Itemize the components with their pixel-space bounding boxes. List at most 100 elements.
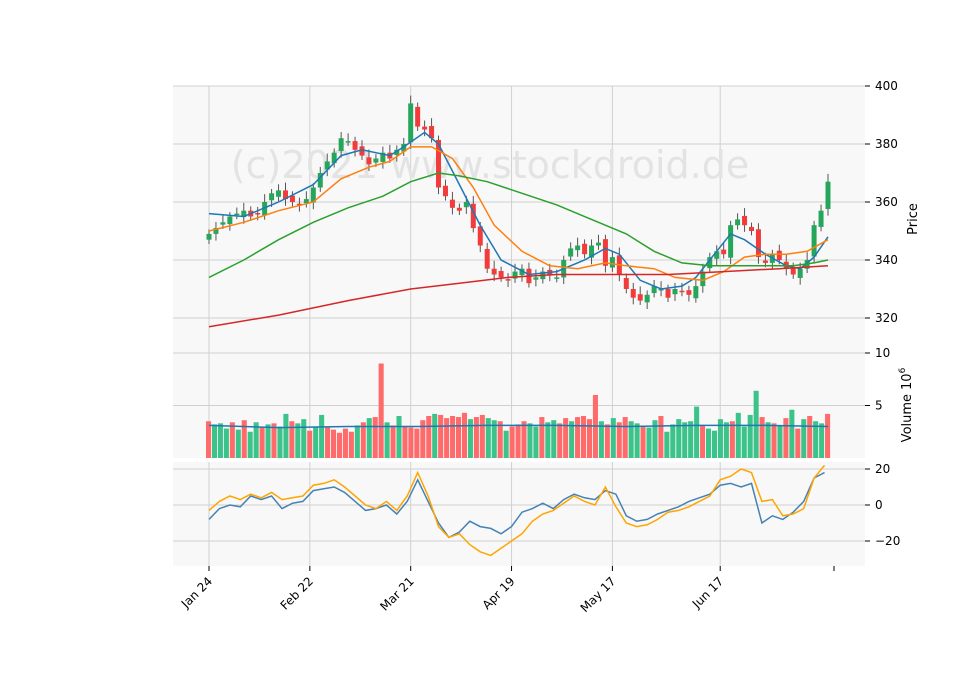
candle-body (825, 181, 831, 209)
volume-bar (801, 419, 807, 458)
price-tick-label: 340 (875, 253, 898, 267)
candle-body (672, 289, 678, 295)
candle-body (463, 202, 469, 208)
candle-body (602, 239, 608, 266)
candle-body (735, 219, 741, 226)
volume-bar (271, 423, 277, 458)
candle-body (707, 257, 713, 269)
volume-bar (747, 414, 753, 458)
volume-bar (527, 423, 533, 458)
price-tick-label: 380 (875, 137, 898, 151)
candle-body (366, 157, 372, 165)
candle-body (338, 138, 344, 151)
price-tick-label: 360 (875, 195, 898, 209)
oscillator-tick-label: 0 (875, 498, 883, 512)
volume-bar (515, 424, 521, 458)
volume-bar (456, 417, 462, 458)
candle-body (721, 249, 727, 255)
price-axis-label: Price (906, 203, 921, 235)
candle-body (380, 152, 386, 162)
oscillator-tick-label: −20 (875, 534, 900, 548)
candle-body (394, 149, 400, 156)
volume-bar (235, 429, 241, 458)
volume-bar (313, 426, 319, 458)
volume-axis-label-main: Volume (900, 394, 915, 442)
volume-bar (581, 416, 587, 458)
volume-tick-label: 5 (875, 399, 883, 413)
volume-bar (646, 427, 652, 458)
volume-bar (604, 424, 610, 458)
candle-body (554, 277, 560, 279)
oscillator-tick-label: 20 (875, 462, 890, 476)
volume-bar (295, 423, 301, 458)
candle-body (651, 286, 657, 294)
candle-body (206, 233, 212, 240)
volume-bar (241, 420, 247, 458)
volume-bar (366, 418, 372, 458)
volume-bar (616, 422, 622, 458)
volume-bar (825, 413, 831, 458)
volume-bar (575, 417, 581, 458)
volume-bar (628, 421, 634, 458)
candle-body (296, 203, 302, 206)
candle-body (241, 210, 247, 218)
volume-bar (569, 421, 575, 458)
price-tick-label: 400 (875, 79, 898, 93)
volume-bar (694, 406, 700, 458)
volume-bar (348, 431, 354, 458)
volume-bar (711, 430, 718, 458)
volume-bar (753, 390, 759, 458)
candle-body (408, 103, 414, 143)
oscillator-line (208, 471, 825, 539)
candle-body (776, 250, 782, 260)
volume-bar (509, 426, 515, 458)
volume-bar (473, 417, 479, 458)
candle-body (519, 268, 525, 276)
candle-body (227, 216, 233, 225)
candle-body (415, 106, 421, 127)
volume-bar (378, 363, 384, 458)
volume-bar (450, 416, 456, 458)
moving-average-line (208, 265, 829, 328)
candle-body (686, 290, 692, 295)
x-tick-label: Jun 17 (689, 574, 726, 611)
candle-body (533, 277, 539, 280)
volume-bar (396, 416, 402, 458)
oscillator-panel (173, 462, 865, 566)
candle-body (742, 215, 748, 226)
volume-average-line (208, 424, 829, 429)
volume-axis-label-base: 10 (900, 373, 915, 390)
candle-body (589, 245, 595, 258)
candle-body (276, 190, 282, 197)
volume-bar (670, 424, 676, 458)
candle-body (324, 161, 330, 170)
candle-body (477, 226, 483, 246)
volume-bar (217, 423, 223, 458)
volume-bar (819, 423, 825, 458)
candle-body (679, 290, 685, 293)
candle-body (269, 193, 275, 201)
volume-bar (634, 423, 640, 458)
volume-bar (700, 425, 706, 458)
volume-bar (503, 430, 509, 458)
volume-bar (414, 428, 420, 458)
volume-bar (735, 412, 741, 458)
candle-body (575, 245, 581, 251)
candle-body (811, 225, 817, 257)
moving-average-line (208, 172, 829, 279)
volume-bar (277, 426, 283, 458)
candle-body (491, 268, 497, 275)
candle-body (505, 279, 511, 281)
volume-bar (491, 420, 497, 458)
volume-bar (408, 427, 414, 458)
volume-bar (521, 421, 527, 458)
volume-bar (676, 419, 682, 458)
candle-body (449, 199, 455, 208)
volume-bar (777, 425, 783, 458)
volume-bar (759, 417, 765, 458)
volume-bar (390, 425, 396, 458)
candle-body (790, 266, 796, 275)
volume-tick-label: 10 (875, 346, 890, 360)
volume-bar (807, 416, 813, 458)
